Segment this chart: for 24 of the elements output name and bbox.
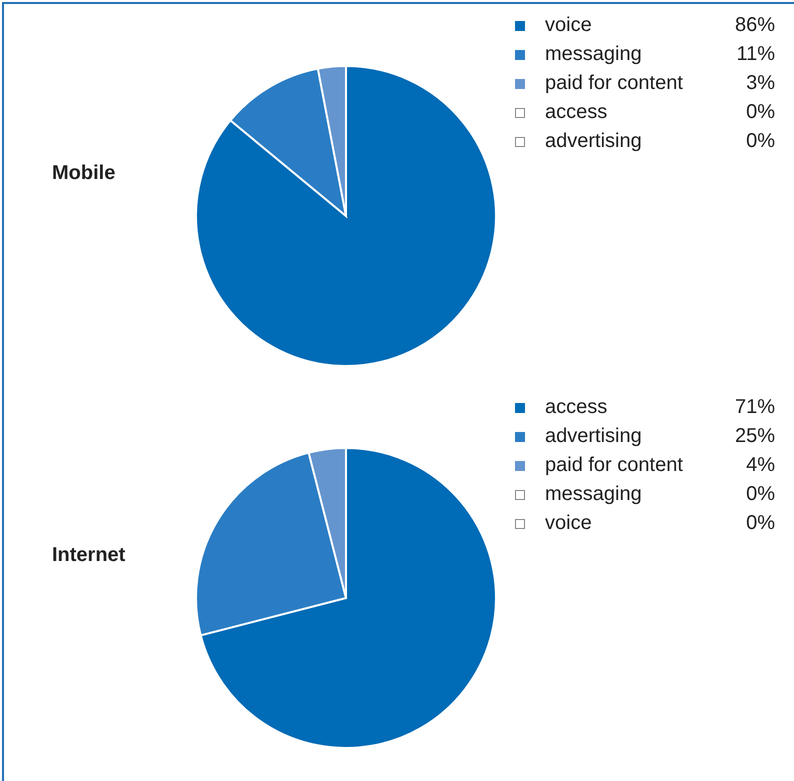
legend-label: advertising bbox=[545, 130, 643, 153]
legend-label: messaging bbox=[545, 483, 643, 506]
data-label: 3% bbox=[746, 72, 775, 95]
pie-slice bbox=[229, 68, 347, 217]
data-label: 4% bbox=[746, 454, 775, 477]
text: 0% bbox=[746, 483, 775, 505]
data-label: 25% bbox=[734, 425, 775, 448]
legend-label: paid for content bbox=[545, 72, 684, 95]
text: Mobile bbox=[52, 162, 116, 185]
legend-label: paid for content bbox=[545, 454, 684, 477]
data-label: 71% bbox=[734, 396, 775, 419]
text: 0% bbox=[746, 130, 775, 152]
legend-label: messaging bbox=[545, 43, 643, 66]
text: 0% bbox=[746, 512, 775, 534]
data-label: 11% bbox=[736, 43, 775, 66]
legend-label: voice bbox=[545, 14, 593, 37]
legend-label: advertising bbox=[545, 425, 643, 448]
legend-label: access bbox=[545, 396, 608, 419]
text: 0% bbox=[746, 101, 775, 123]
pie-slice bbox=[195, 65, 497, 367]
data-label: 86% bbox=[734, 14, 775, 37]
text: Internet bbox=[52, 544, 126, 567]
legend-label: voice bbox=[545, 512, 593, 535]
legend-label: access bbox=[545, 101, 608, 124]
